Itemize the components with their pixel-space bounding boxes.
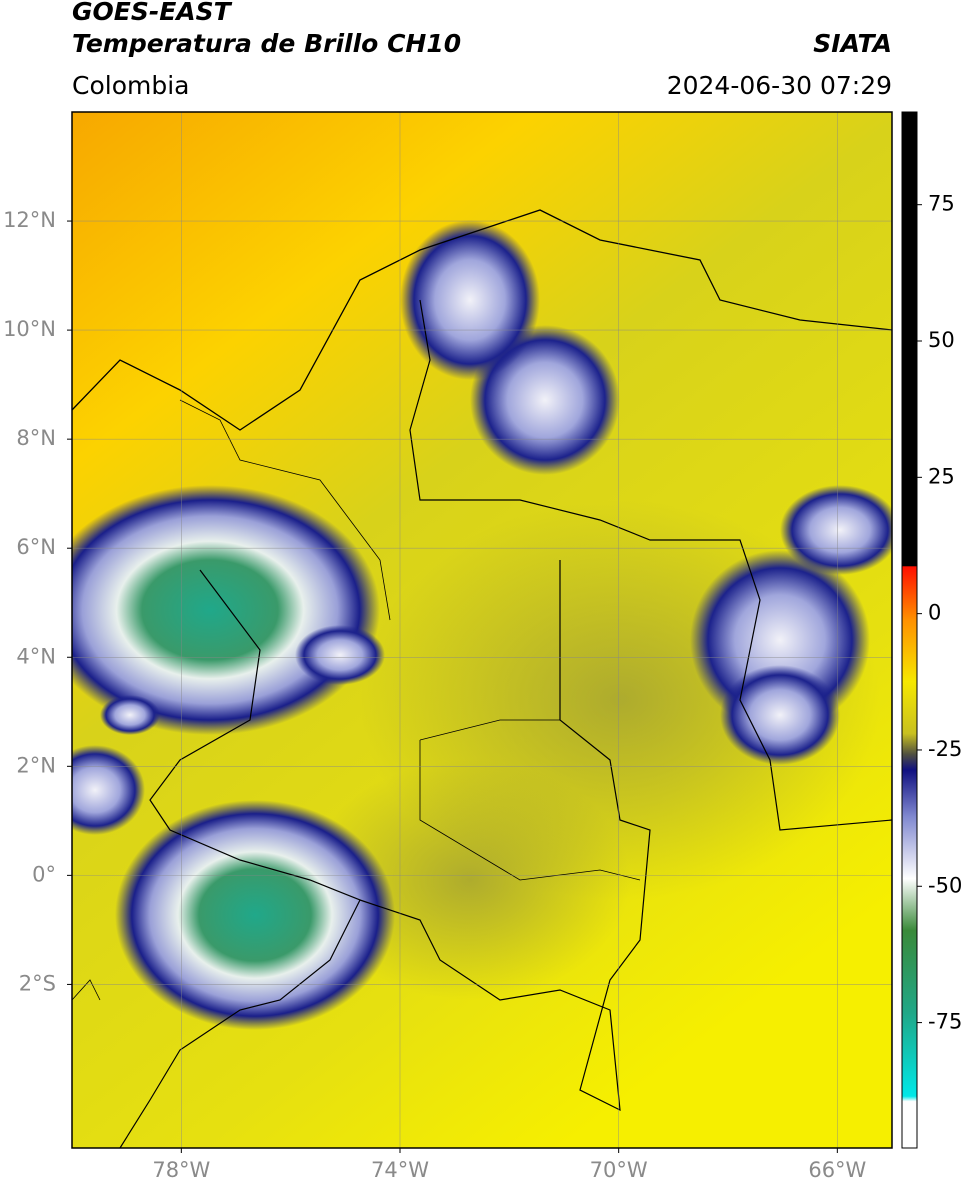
- colorbar-label: -75: [928, 1010, 962, 1034]
- colorbar-label: -50: [928, 873, 962, 897]
- title: GOES-EAST: [72, 0, 233, 26]
- x-tick-label: 66°W: [808, 1158, 866, 1182]
- title: Temperatura de Brillo CH10: [72, 29, 461, 58]
- source: SIATA: [813, 29, 892, 58]
- x-tick-label: 70°W: [590, 1158, 648, 1182]
- y-tick-label: 2°S: [19, 971, 56, 995]
- colorbar-label: 50: [928, 328, 955, 352]
- y-tick-label: 10°N: [3, 317, 56, 341]
- colorbar-label: 25: [928, 464, 955, 488]
- satellite-image: [72, 112, 892, 1148]
- y-tick-label: 12°N: [3, 208, 56, 232]
- x-tick-label: 78°W: [152, 1158, 210, 1182]
- region: Colombia: [72, 71, 189, 100]
- timestamp: 2024-06-30 07:29: [667, 71, 892, 100]
- colorbar-label: 0: [928, 601, 941, 625]
- colorbar-label: 75: [928, 192, 955, 216]
- x-tick-label: 74°W: [371, 1158, 429, 1182]
- y-tick-label: 2°N: [16, 753, 56, 777]
- y-tick-label: 4°N: [16, 644, 56, 668]
- colorbar: [901, 111, 918, 1149]
- y-tick-label: 8°N: [16, 426, 56, 450]
- colorbar-label: -25: [928, 737, 962, 761]
- map-frame: [71, 111, 893, 1149]
- y-tick-label: 6°N: [16, 535, 56, 559]
- y-tick-label: 0°: [32, 862, 56, 886]
